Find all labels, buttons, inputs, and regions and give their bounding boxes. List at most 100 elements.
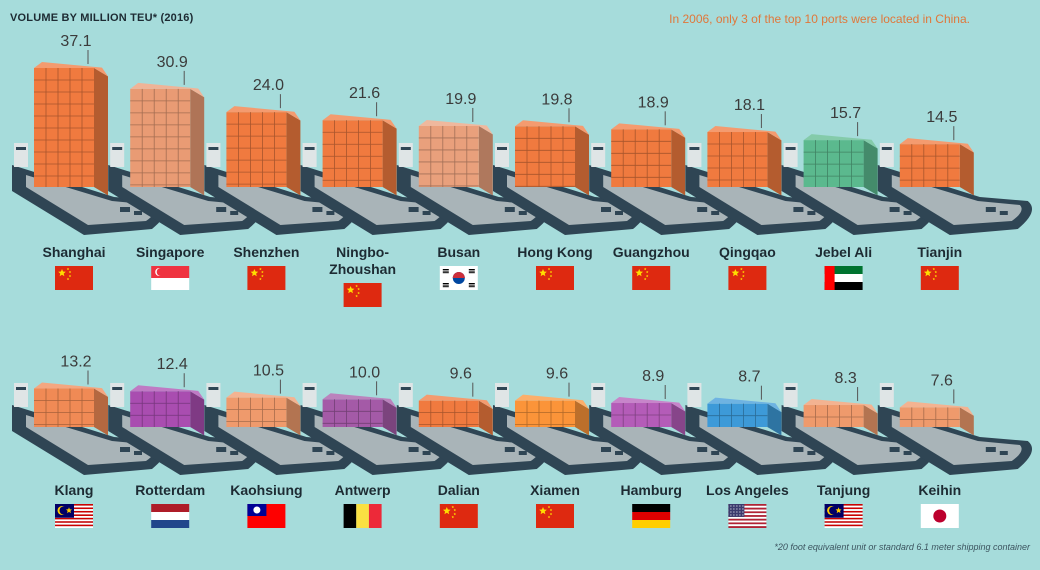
flag-icon — [343, 504, 382, 528]
ship-bridge — [591, 383, 606, 407]
ship-bridge — [302, 143, 317, 167]
deck-hatch — [326, 451, 335, 455]
deck-hatch — [601, 207, 611, 212]
value-label: 9.6 — [450, 366, 472, 383]
container-stack — [34, 382, 108, 436]
ship-bridge — [398, 383, 413, 407]
ship-bridge — [783, 383, 798, 407]
value-label: 12.4 — [157, 356, 188, 373]
ship-bridge — [591, 143, 606, 167]
port-7: 18.9 Guangzhou — [589, 94, 744, 290]
flag-icon — [247, 504, 286, 528]
port-name-label: Tanjung — [817, 482, 870, 498]
port-name-label: Keihin — [918, 482, 961, 498]
port-name-label: Antwerp — [335, 482, 391, 498]
ship-bridge — [495, 143, 509, 167]
port-20: 7.6 Keihin — [877, 372, 1033, 528]
ship-bridge — [14, 143, 28, 167]
flag-icon — [55, 504, 93, 528]
port-3: 24.0 Shenzhen — [204, 77, 359, 290]
value-label: 15.7 — [830, 105, 861, 122]
value-label: 30.9 — [157, 54, 188, 71]
ship-deck — [218, 415, 349, 465]
ship-bridge — [206, 143, 221, 167]
deck-hatch — [504, 207, 515, 212]
ship-deck — [507, 175, 637, 225]
value-label: 18.9 — [638, 94, 669, 111]
port-14: 10.0 Antwerp — [300, 364, 455, 528]
container-bar — [515, 400, 575, 427]
container-stack — [130, 82, 205, 196]
ship-deck — [507, 415, 637, 465]
value-label: 9.6 — [546, 366, 568, 383]
value-label: 24.0 — [253, 77, 284, 94]
container-stack — [515, 394, 589, 436]
ship-bridge — [14, 383, 28, 407]
ship-bridge — [110, 143, 125, 167]
port-1: 37.1 Shanghai — [12, 33, 167, 290]
port-name-label: Shanghai — [42, 244, 105, 260]
deck-hatch — [422, 211, 431, 215]
ship-deck — [795, 415, 926, 465]
flag-icon — [343, 283, 382, 307]
value-label: 8.9 — [642, 368, 664, 385]
container-stack — [803, 399, 878, 436]
container-stack — [322, 393, 397, 436]
header-note: In 2006, only 3 of the top 10 ports were… — [669, 12, 970, 26]
deck-hatch — [999, 451, 1008, 455]
container-bar — [611, 129, 672, 187]
container-bar — [515, 126, 575, 187]
ship-deck — [410, 175, 541, 225]
ship-deck — [795, 175, 926, 225]
container-bar — [130, 88, 191, 187]
ship-bridge — [783, 143, 798, 167]
container-stack — [899, 138, 974, 196]
ship-bridge — [302, 383, 317, 407]
ship-deck — [603, 415, 733, 465]
flag-icon — [536, 504, 574, 528]
ship-deck — [314, 415, 445, 465]
ship-deck — [891, 175, 1022, 225]
port-name-label: Rotterdam — [135, 482, 205, 498]
flag-icon — [824, 504, 863, 528]
container-bar — [803, 405, 864, 427]
deck-hatch — [326, 211, 335, 215]
port-4: 21.6 Ningbo-Zhoushan — [300, 85, 455, 307]
port-name-label: Los Angeles — [706, 482, 789, 498]
port-2: 30.9 Singapore — [108, 54, 263, 290]
container-stack — [515, 120, 589, 196]
deck-hatch — [518, 451, 527, 455]
deck-hatch — [422, 451, 431, 455]
value-label: 13.2 — [60, 354, 91, 371]
port-name-label: Dalian — [438, 482, 480, 498]
container-stack — [34, 62, 108, 196]
deck-hatch — [889, 447, 900, 452]
ship-bridge — [206, 383, 221, 407]
port-name-label: Tianjin — [917, 244, 962, 260]
deck-hatch — [120, 447, 130, 452]
deck-hatch — [889, 207, 900, 212]
ship-bridge — [687, 143, 702, 167]
deck-hatch — [615, 211, 623, 215]
port-name-label: Kaohsiung — [230, 482, 302, 498]
deck-hatch — [711, 211, 720, 215]
ship-deck — [122, 415, 252, 465]
port-5: 19.9 Busan — [396, 91, 552, 290]
deck-hatch — [793, 207, 804, 212]
deck-hatch — [697, 207, 708, 212]
port-name-label: Jebel Ali — [815, 244, 872, 260]
ship-deck — [218, 175, 349, 225]
ship-deck — [26, 175, 156, 225]
port-name-label: Hong Kong — [517, 244, 592, 260]
deck-hatch — [120, 207, 130, 212]
ship-deck — [699, 175, 830, 225]
deck-hatch — [216, 207, 227, 212]
port-name-label: Qingqao — [719, 244, 776, 260]
ship-deck — [699, 415, 830, 465]
container-stack — [707, 397, 782, 436]
port-12: 12.4 Rotterdam — [108, 356, 263, 528]
container-bar — [34, 388, 94, 427]
container-stack — [611, 123, 686, 196]
ship-bridge — [495, 383, 509, 407]
value-label: 37.1 — [60, 33, 91, 50]
